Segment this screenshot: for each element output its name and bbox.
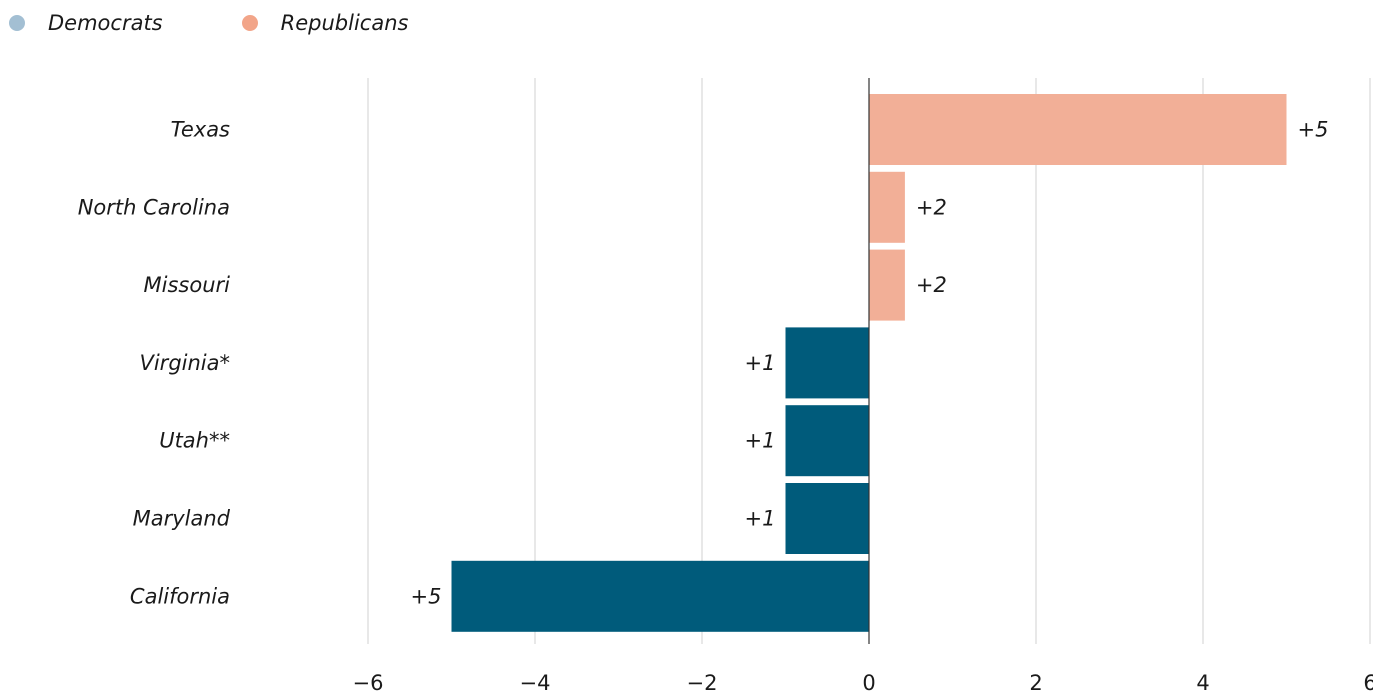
category-label-texas: Texas: [171, 118, 230, 142]
value-label-texas: +5: [1298, 118, 1329, 142]
x-tick-label-5: 4: [1196, 671, 1209, 693]
value-label-utah: +1: [745, 429, 776, 453]
x-tick-label-1: −4: [520, 671, 551, 693]
value-label-california: +5: [411, 584, 442, 608]
bar-virginia: [785, 327, 869, 399]
legend-item-democrats[interactable]: Democrats: [0, 11, 163, 35]
bar-utah: [785, 405, 869, 477]
value-label-missouri: +2: [916, 273, 947, 297]
bar-texas: [869, 94, 1287, 165]
legend: Democrats Republicans: [0, 8, 478, 38]
x-tick-label-0: −6: [353, 671, 384, 693]
legend-swatch-democrats-icon: [9, 15, 25, 31]
value-label-north-carolina: +2: [916, 195, 947, 219]
category-label-utah: Utah**: [159, 429, 230, 453]
value-label-virginia: +1: [745, 351, 776, 375]
legend-swatch-republicans-icon: [241, 15, 258, 31]
x-tick-label-3: 0: [862, 671, 875, 693]
value-label-maryland: +1: [745, 507, 776, 531]
bar-north-carolina: [869, 171, 905, 243]
x-tick-label-6: 6: [1363, 671, 1373, 693]
x-tick-label-4: 2: [1029, 671, 1042, 693]
bar-california: [451, 560, 869, 632]
category-label-maryland: Maryland: [133, 507, 231, 531]
category-label-missouri: Missouri: [144, 273, 231, 297]
legend-item-republicans[interactable]: Republicans: [233, 11, 409, 35]
category-label-california: California: [130, 584, 230, 608]
bar-missouri: [869, 249, 905, 321]
category-label-virginia: Virginia*: [139, 351, 230, 375]
legend-label-democrats: Democrats: [48, 11, 163, 35]
bar-maryland: [785, 483, 869, 554]
x-tick-label-2: −2: [687, 671, 718, 693]
category-label-north-carolina: North Carolina: [78, 195, 230, 219]
legend-label-republicans: Republicans: [280, 11, 409, 35]
